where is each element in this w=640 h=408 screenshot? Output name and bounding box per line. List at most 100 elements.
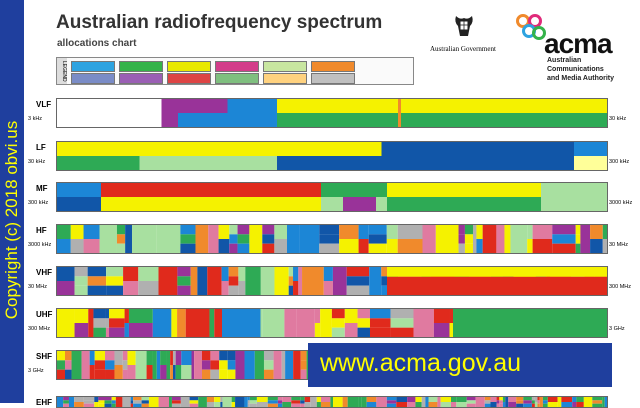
allocation-segment [262,243,275,253]
allocation-segment [138,281,159,295]
allocation-segment [123,267,139,281]
allocation-segment [146,365,153,379]
allocation-segment [152,309,172,337]
band-low-frequency: 300 kHz [28,200,49,206]
band-name-shf: SHF [36,352,52,361]
allocation-segment [130,403,134,407]
allocation-segment [111,403,116,407]
allocation-segment [57,197,101,211]
allocation-segment [484,400,491,404]
allocation-segment [344,309,358,323]
allocation-segment [146,351,153,365]
allocation-segment [366,397,377,402]
allocation-segment [496,400,500,404]
allocation-segment [177,323,186,337]
allocation-segment [466,397,476,401]
allocation-segment [197,267,208,295]
allocation-segment [160,365,167,379]
allocation-segment [458,225,465,235]
url-banner[interactable]: www.acma.gov.au [308,343,612,387]
allocation-segment [57,360,65,370]
allocation-segment [531,397,535,401]
allocation-segment [274,239,288,253]
allocation-segment [542,400,548,404]
allocation-segment [172,351,176,365]
allocation-segment [390,318,414,328]
allocation-segment [267,400,278,404]
allocation-segment [125,225,133,253]
allocation-segment [576,397,584,402]
allocation-segment [201,369,211,379]
allocation-segment [160,351,167,365]
allocation-segment [139,142,277,156]
allocation-segment [453,309,607,337]
allocation-segment [175,351,182,365]
allocation-segment [64,351,72,361]
allocation-segment [260,267,275,295]
allocation-segment [302,267,324,295]
allocation-segment [83,225,100,239]
allocation-segment [358,397,362,407]
allocation-segment [208,225,219,253]
allocation-segment [387,183,541,197]
allocation-segment [139,156,277,170]
allocation-segment [105,369,115,379]
allocation-segment [386,403,397,407]
allocation-segment [249,403,257,407]
allocation-segment [357,327,370,337]
allocation-segment [310,397,317,407]
allocation-segment [516,397,524,401]
allocation-segment [207,267,222,295]
allocation-segment [552,234,576,244]
allocation-segment [273,351,282,379]
allocation-segment [177,309,186,323]
allocation-segment [229,225,238,235]
allocation-segment [57,323,75,337]
allocation-segment [547,397,558,402]
allocation-segment [98,397,105,401]
allocation-segment [440,397,452,402]
legend-swatch [167,61,211,72]
url-text[interactable]: www.acma.gov.au [320,349,522,377]
allocation-segment [227,99,277,113]
allocation-segment [333,397,343,407]
legend-swatch [71,61,115,72]
allocation-segment [94,397,99,402]
allocation-segment [105,327,110,337]
allocation-segment [466,403,476,407]
allocation-segment [70,225,84,239]
allocation-segment [156,225,181,253]
allocation-segment [397,225,423,239]
band-low-frequency: 30 kHz [28,159,46,165]
allocation-segment [124,323,129,337]
allocation-segment [244,397,248,407]
allocation-segment [105,318,110,328]
allocation-segment [111,397,116,401]
band-low-frequency: 30 MHz [28,284,47,290]
allocation-segment [141,400,149,404]
allocation-segment [425,397,429,407]
allocation-segment [532,239,553,253]
allocation-segment [228,285,239,295]
allocation-segment [191,351,195,379]
allocation-segment [541,183,607,197]
allocation-segment [262,234,275,244]
legend-swatch [119,73,163,84]
allocation-segment [428,397,438,402]
allocation-segment [510,225,528,253]
allocation-segment [449,309,455,323]
allocation-segment [516,403,524,407]
allocation-segment [210,351,220,361]
allocation-segment [433,309,450,323]
allocation-segment [130,397,134,401]
allocation-segment [68,397,75,407]
allocation-segment [299,225,320,253]
allocation-segment [288,285,294,295]
allocation-segment [358,225,369,239]
band-name-lf: LF [36,143,46,152]
allocation-segment [218,225,230,239]
allocation-segment [210,360,220,370]
allocation-segment [381,267,388,277]
allocation-segment [263,369,274,379]
allocation-segment [590,225,603,239]
